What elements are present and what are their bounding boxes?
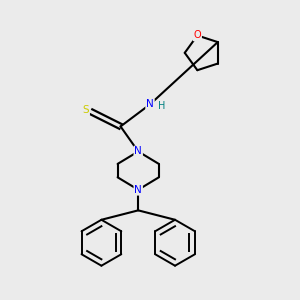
Text: N: N [134, 185, 142, 195]
Text: H: H [158, 101, 165, 111]
Text: S: S [82, 105, 89, 115]
Text: O: O [194, 31, 201, 40]
Text: N: N [134, 146, 142, 157]
Text: N: N [146, 99, 154, 110]
